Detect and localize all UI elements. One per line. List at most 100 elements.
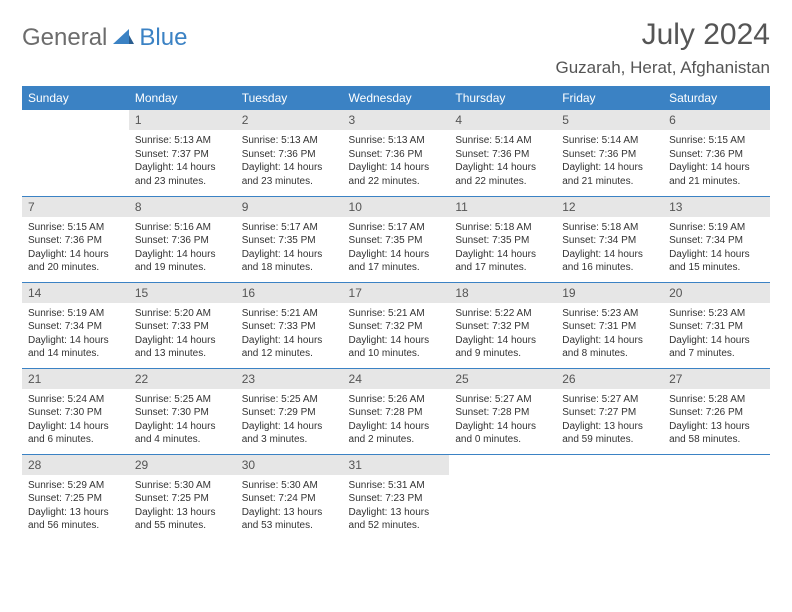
day-number: 23 <box>236 369 343 389</box>
calendar-row: 21Sunrise: 5:24 AMSunset: 7:30 PMDayligh… <box>22 368 770 454</box>
calendar-row: 14Sunrise: 5:19 AMSunset: 7:34 PMDayligh… <box>22 282 770 368</box>
calendar-cell: 22Sunrise: 5:25 AMSunset: 7:30 PMDayligh… <box>129 368 236 454</box>
calendar-cell: 7Sunrise: 5:15 AMSunset: 7:36 PMDaylight… <box>22 196 129 282</box>
day-number: 1 <box>129 110 236 130</box>
day-number: 5 <box>556 110 663 130</box>
day-details: Sunrise: 5:14 AMSunset: 7:36 PMDaylight:… <box>556 130 663 192</box>
day-number: 25 <box>449 369 556 389</box>
calendar-cell: 13Sunrise: 5:19 AMSunset: 7:34 PMDayligh… <box>663 196 770 282</box>
day-number: 16 <box>236 283 343 303</box>
weekday-sat: Saturday <box>663 86 770 110</box>
day-details: Sunrise: 5:19 AMSunset: 7:34 PMDaylight:… <box>663 217 770 279</box>
calendar-cell: 4Sunrise: 5:14 AMSunset: 7:36 PMDaylight… <box>449 110 556 196</box>
weekday-tue: Tuesday <box>236 86 343 110</box>
calendar-row: 1Sunrise: 5:13 AMSunset: 7:37 PMDaylight… <box>22 110 770 196</box>
day-details: Sunrise: 5:18 AMSunset: 7:34 PMDaylight:… <box>556 217 663 279</box>
weekday-mon: Monday <box>129 86 236 110</box>
calendar-body: 1Sunrise: 5:13 AMSunset: 7:37 PMDaylight… <box>22 110 770 540</box>
logo-triangle-icon <box>113 27 135 50</box>
calendar-cell: 10Sunrise: 5:17 AMSunset: 7:35 PMDayligh… <box>343 196 450 282</box>
day-number: 4 <box>449 110 556 130</box>
day-number: 19 <box>556 283 663 303</box>
calendar-cell: 18Sunrise: 5:22 AMSunset: 7:32 PMDayligh… <box>449 282 556 368</box>
day-details: Sunrise: 5:21 AMSunset: 7:33 PMDaylight:… <box>236 303 343 365</box>
day-details: Sunrise: 5:17 AMSunset: 7:35 PMDaylight:… <box>236 217 343 279</box>
logo-text-general: General <box>22 24 107 52</box>
day-details: Sunrise: 5:18 AMSunset: 7:35 PMDaylight:… <box>449 217 556 279</box>
day-details: Sunrise: 5:23 AMSunset: 7:31 PMDaylight:… <box>663 303 770 365</box>
calendar-cell: 6Sunrise: 5:15 AMSunset: 7:36 PMDaylight… <box>663 110 770 196</box>
day-number: 31 <box>343 455 450 475</box>
logo: General Blue <box>22 24 187 52</box>
day-number: 15 <box>129 283 236 303</box>
calendar-cell <box>449 454 556 540</box>
day-number: 10 <box>343 197 450 217</box>
calendar-cell <box>556 454 663 540</box>
day-number: 12 <box>556 197 663 217</box>
day-number: 13 <box>663 197 770 217</box>
day-details: Sunrise: 5:26 AMSunset: 7:28 PMDaylight:… <box>343 389 450 451</box>
day-details: Sunrise: 5:21 AMSunset: 7:32 PMDaylight:… <box>343 303 450 365</box>
calendar-cell: 19Sunrise: 5:23 AMSunset: 7:31 PMDayligh… <box>556 282 663 368</box>
day-number: 21 <box>22 369 129 389</box>
weekday-header-row: Sunday Monday Tuesday Wednesday Thursday… <box>22 86 770 110</box>
day-details: Sunrise: 5:29 AMSunset: 7:25 PMDaylight:… <box>22 475 129 537</box>
month-title: July 2024 <box>555 18 770 52</box>
day-number: 8 <box>129 197 236 217</box>
weekday-thu: Thursday <box>449 86 556 110</box>
day-details: Sunrise: 5:13 AMSunset: 7:36 PMDaylight:… <box>343 130 450 192</box>
day-number: 18 <box>449 283 556 303</box>
day-details: Sunrise: 5:17 AMSunset: 7:35 PMDaylight:… <box>343 217 450 279</box>
calendar-cell: 24Sunrise: 5:26 AMSunset: 7:28 PMDayligh… <box>343 368 450 454</box>
day-number: 22 <box>129 369 236 389</box>
calendar-cell: 9Sunrise: 5:17 AMSunset: 7:35 PMDaylight… <box>236 196 343 282</box>
day-details: Sunrise: 5:14 AMSunset: 7:36 PMDaylight:… <box>449 130 556 192</box>
day-details: Sunrise: 5:20 AMSunset: 7:33 PMDaylight:… <box>129 303 236 365</box>
day-details: Sunrise: 5:16 AMSunset: 7:36 PMDaylight:… <box>129 217 236 279</box>
weekday-sun: Sunday <box>22 86 129 110</box>
day-details: Sunrise: 5:13 AMSunset: 7:36 PMDaylight:… <box>236 130 343 192</box>
calendar-row: 28Sunrise: 5:29 AMSunset: 7:25 PMDayligh… <box>22 454 770 540</box>
calendar-cell: 15Sunrise: 5:20 AMSunset: 7:33 PMDayligh… <box>129 282 236 368</box>
calendar-cell: 14Sunrise: 5:19 AMSunset: 7:34 PMDayligh… <box>22 282 129 368</box>
day-number: 24 <box>343 369 450 389</box>
calendar-cell: 12Sunrise: 5:18 AMSunset: 7:34 PMDayligh… <box>556 196 663 282</box>
day-number: 27 <box>663 369 770 389</box>
day-number: 3 <box>343 110 450 130</box>
day-details: Sunrise: 5:25 AMSunset: 7:30 PMDaylight:… <box>129 389 236 451</box>
day-number: 29 <box>129 455 236 475</box>
calendar-cell: 2Sunrise: 5:13 AMSunset: 7:36 PMDaylight… <box>236 110 343 196</box>
day-number: 26 <box>556 369 663 389</box>
calendar-cell: 30Sunrise: 5:30 AMSunset: 7:24 PMDayligh… <box>236 454 343 540</box>
calendar-cell: 31Sunrise: 5:31 AMSunset: 7:23 PMDayligh… <box>343 454 450 540</box>
calendar-row: 7Sunrise: 5:15 AMSunset: 7:36 PMDaylight… <box>22 196 770 282</box>
day-details: Sunrise: 5:31 AMSunset: 7:23 PMDaylight:… <box>343 475 450 537</box>
calendar-cell: 16Sunrise: 5:21 AMSunset: 7:33 PMDayligh… <box>236 282 343 368</box>
calendar-cell: 25Sunrise: 5:27 AMSunset: 7:28 PMDayligh… <box>449 368 556 454</box>
day-number: 14 <box>22 283 129 303</box>
day-number: 11 <box>449 197 556 217</box>
day-number: 17 <box>343 283 450 303</box>
weekday-wed: Wednesday <box>343 86 450 110</box>
weekday-fri: Friday <box>556 86 663 110</box>
day-number: 20 <box>663 283 770 303</box>
day-number: 2 <box>236 110 343 130</box>
day-details: Sunrise: 5:27 AMSunset: 7:28 PMDaylight:… <box>449 389 556 451</box>
calendar-cell: 20Sunrise: 5:23 AMSunset: 7:31 PMDayligh… <box>663 282 770 368</box>
title-block: July 2024 Guzarah, Herat, Afghanistan <box>555 18 770 78</box>
day-details: Sunrise: 5:19 AMSunset: 7:34 PMDaylight:… <box>22 303 129 365</box>
day-number: 9 <box>236 197 343 217</box>
day-number: 28 <box>22 455 129 475</box>
day-details: Sunrise: 5:30 AMSunset: 7:25 PMDaylight:… <box>129 475 236 537</box>
calendar-cell: 5Sunrise: 5:14 AMSunset: 7:36 PMDaylight… <box>556 110 663 196</box>
day-details: Sunrise: 5:15 AMSunset: 7:36 PMDaylight:… <box>663 130 770 192</box>
calendar-cell: 26Sunrise: 5:27 AMSunset: 7:27 PMDayligh… <box>556 368 663 454</box>
calendar-cell: 1Sunrise: 5:13 AMSunset: 7:37 PMDaylight… <box>129 110 236 196</box>
calendar-cell: 27Sunrise: 5:28 AMSunset: 7:26 PMDayligh… <box>663 368 770 454</box>
day-details: Sunrise: 5:15 AMSunset: 7:36 PMDaylight:… <box>22 217 129 279</box>
day-details: Sunrise: 5:30 AMSunset: 7:24 PMDaylight:… <box>236 475 343 537</box>
logo-text-blue: Blue <box>139 24 187 52</box>
day-details: Sunrise: 5:13 AMSunset: 7:37 PMDaylight:… <box>129 130 236 192</box>
day-details: Sunrise: 5:23 AMSunset: 7:31 PMDaylight:… <box>556 303 663 365</box>
header: General Blue July 2024 Guzarah, Herat, A… <box>22 18 770 78</box>
